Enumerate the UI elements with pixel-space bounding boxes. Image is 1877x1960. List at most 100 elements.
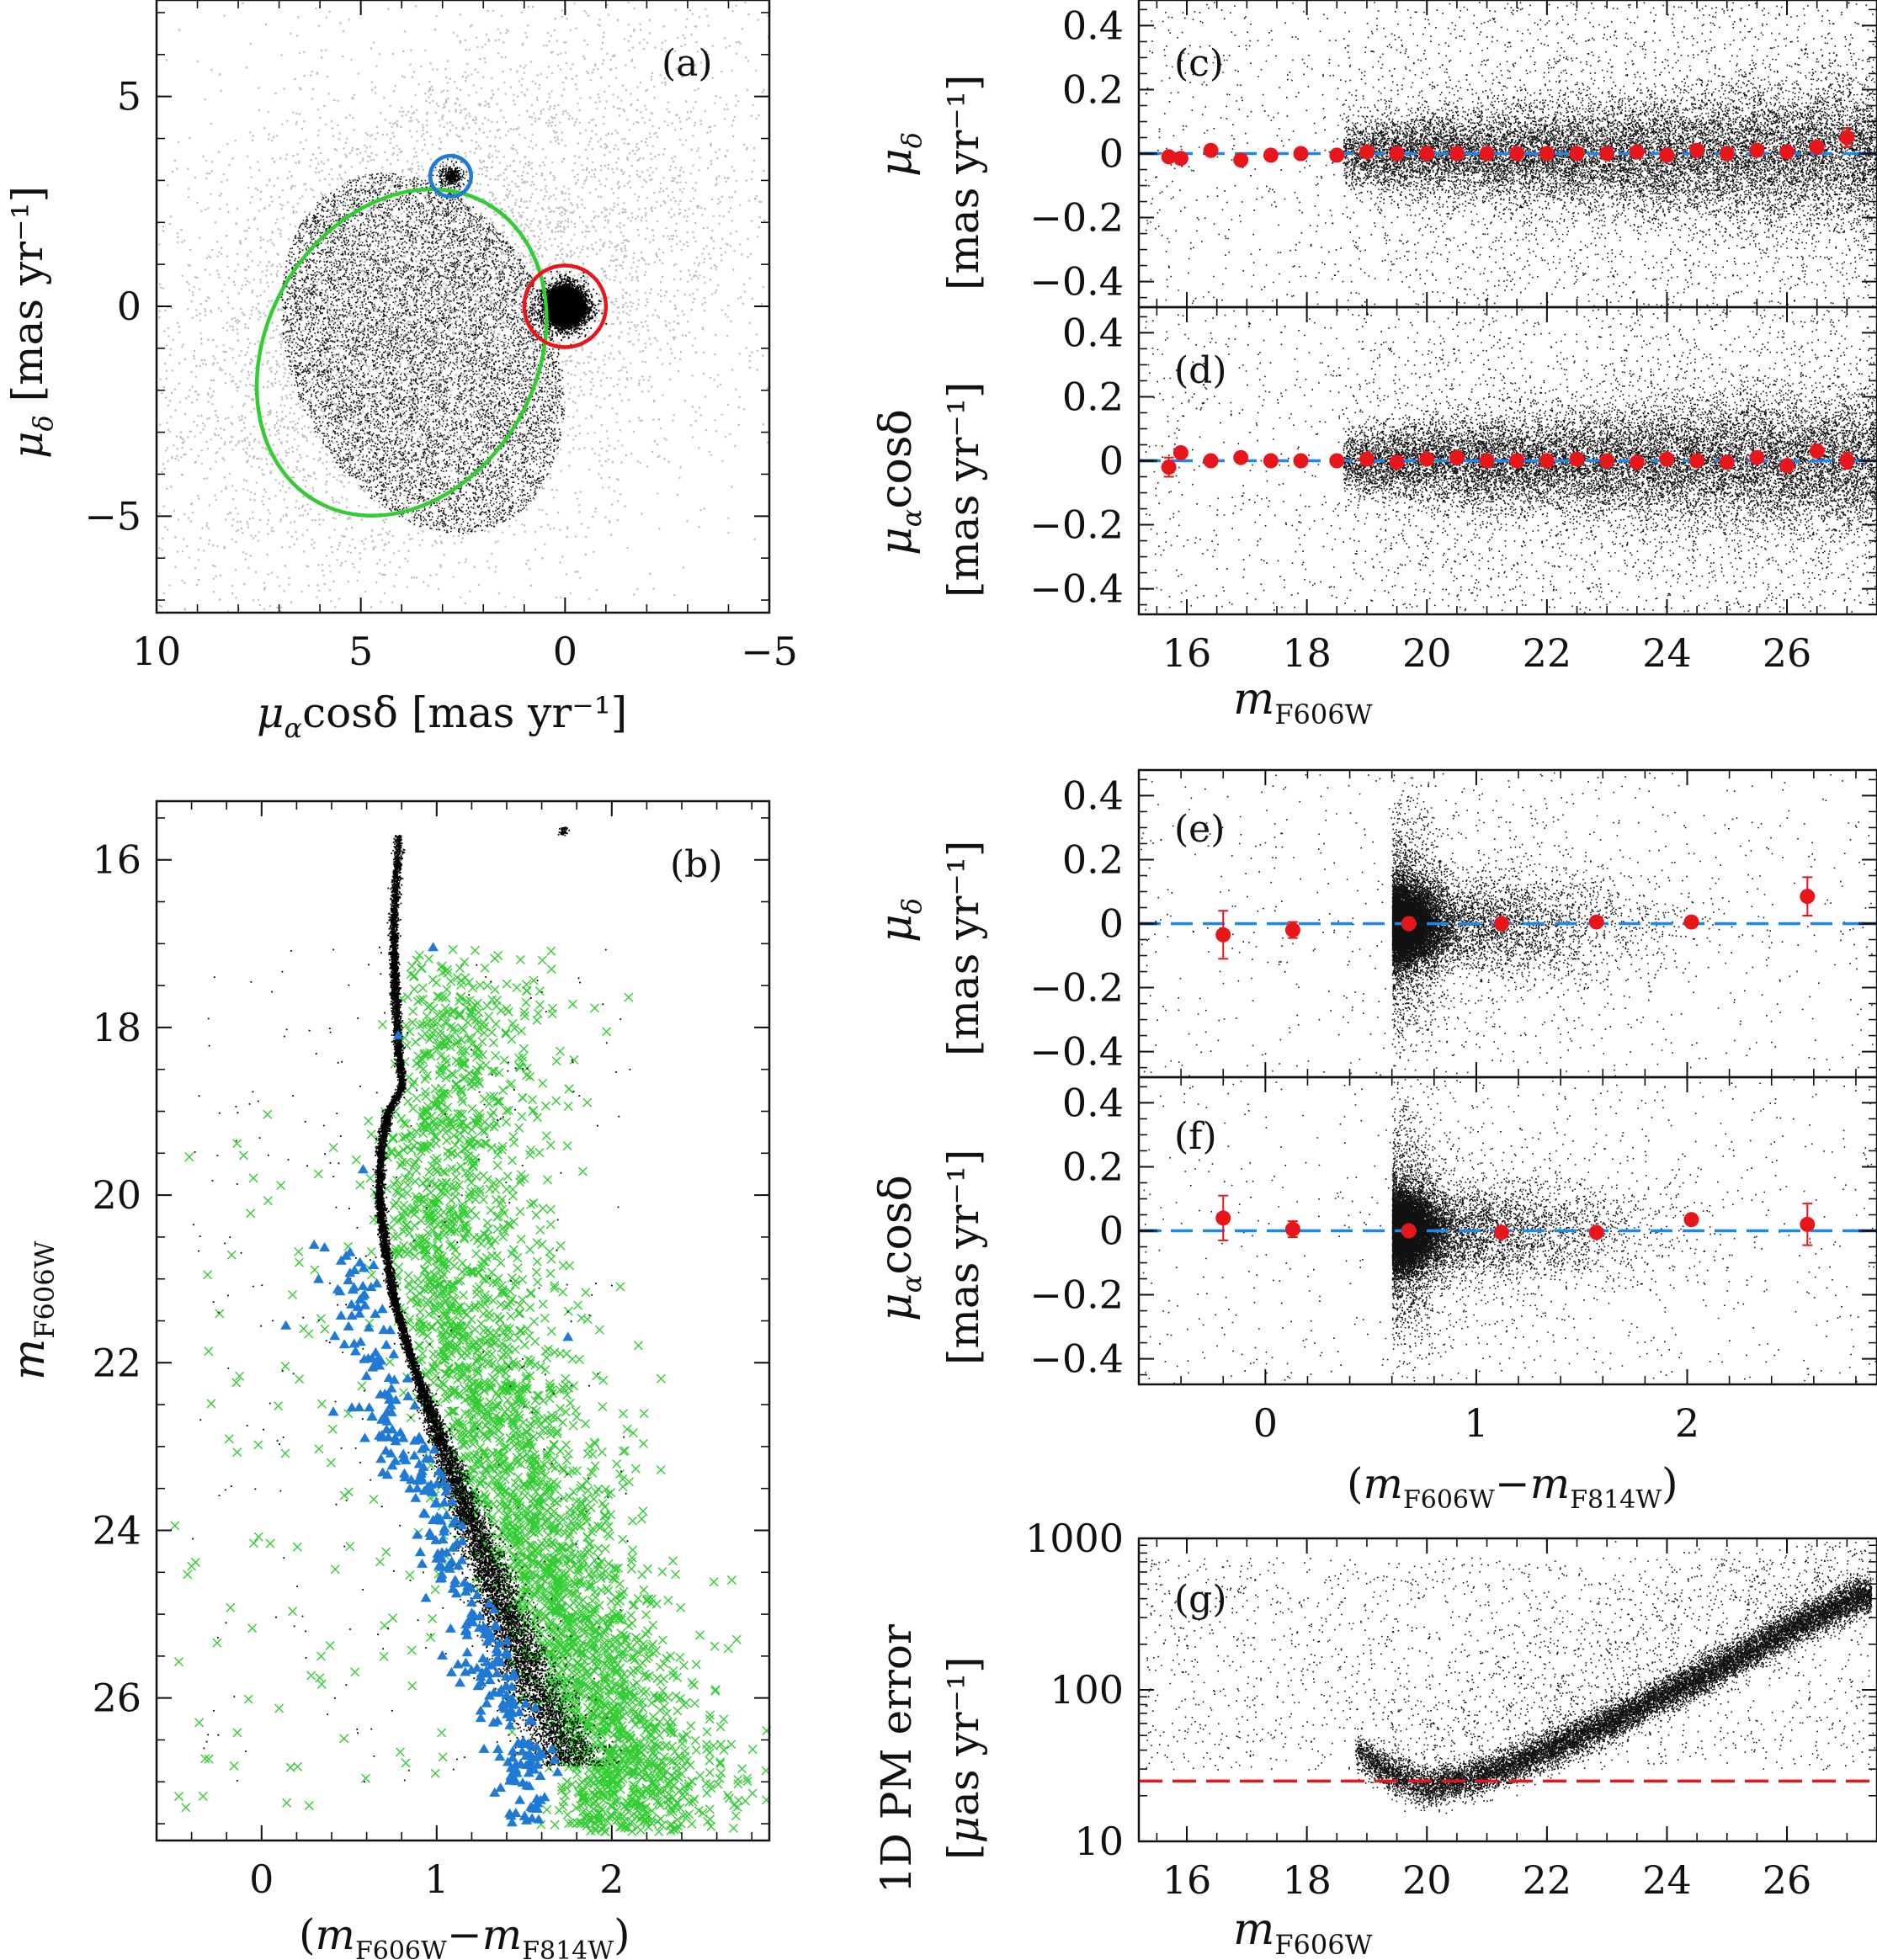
binned-mean-point bbox=[1659, 451, 1675, 467]
binned-mean-point bbox=[1509, 453, 1525, 469]
panel-g-ylabel-units: [μas yr⁻¹] bbox=[939, 1657, 988, 1860]
y-tick-label: −0.2 bbox=[1029, 965, 1124, 1011]
binned-mean-point bbox=[1161, 459, 1177, 475]
binned-mean-point bbox=[1389, 454, 1405, 470]
binned-mean-point bbox=[1203, 142, 1219, 158]
y-tick-label: 0.4 bbox=[1062, 3, 1124, 48]
binned-mean-point bbox=[1284, 922, 1300, 938]
panel-c-label: (c) bbox=[1174, 42, 1224, 85]
binned-mean-point bbox=[1233, 152, 1249, 168]
binned-mean-point bbox=[1215, 1210, 1231, 1226]
panel-f: 0 1 2 0.4 0.2 0 −0.2 −0.4 bbox=[1029, 1076, 1877, 1446]
y-tick-label: 0.2 bbox=[1062, 837, 1124, 882]
x-tick-label: 5 bbox=[348, 629, 373, 674]
x-tick-label: 24 bbox=[1642, 630, 1692, 676]
panel-b-label: (b) bbox=[670, 843, 723, 886]
panel-d-ylabel-units: [mas yr⁻¹] bbox=[939, 382, 988, 598]
x-tick-label: 24 bbox=[1642, 1857, 1692, 1903]
y-tick-label: 16 bbox=[92, 837, 141, 883]
binned-mean-point bbox=[1359, 451, 1375, 467]
y-tick-label: 0.4 bbox=[1062, 310, 1124, 355]
binned-mean-point bbox=[1569, 146, 1585, 162]
binned-mean-point bbox=[1172, 151, 1188, 167]
binned-mean-point bbox=[1233, 449, 1249, 465]
y-tick-label: 0.2 bbox=[1062, 374, 1124, 419]
x-tick-label: 22 bbox=[1523, 1857, 1572, 1903]
binned-mean-point bbox=[1599, 146, 1615, 162]
y-tick-label: 20 bbox=[92, 1172, 141, 1218]
panel-frame bbox=[1137, 1537, 1877, 1843]
binned-mean-point bbox=[1683, 914, 1699, 930]
x-tick-label: 0 bbox=[553, 629, 577, 674]
binned-mean-point bbox=[1293, 146, 1309, 162]
binned-mean-point bbox=[1479, 453, 1495, 469]
y-tick-label: 0 bbox=[1099, 1208, 1124, 1254]
panel-e-ylabel-units: [mas yr⁻¹] bbox=[939, 841, 988, 1056]
x-tick-label: 2 bbox=[1675, 1400, 1699, 1446]
binned-mean-point bbox=[1479, 146, 1495, 162]
binned-mean-point bbox=[1215, 927, 1231, 943]
panel-a-xlabel: μαcosδ [mas yr⁻¹] bbox=[257, 688, 627, 744]
binned-mean-point bbox=[1839, 453, 1855, 469]
binned-mean-point bbox=[1329, 147, 1345, 163]
panel-f-ylabel-units: [mas yr⁻¹] bbox=[939, 1150, 988, 1365]
y-tick-label: 0.2 bbox=[1062, 1144, 1124, 1189]
panel-d: 16 18 20 22 24 26 0.4 0.2 0 −0.2 −0.4 bbox=[1029, 305, 1877, 676]
x-tick-label: 1 bbox=[1464, 1400, 1488, 1446]
y-tick-label: 22 bbox=[92, 1340, 141, 1385]
binned-mean-point bbox=[1509, 146, 1525, 162]
x-tick-label: 18 bbox=[1282, 630, 1332, 676]
field-galaxy-points bbox=[280, 172, 565, 534]
binned-mean-point bbox=[1329, 453, 1345, 469]
red-selection-circle bbox=[522, 263, 609, 349]
y-tick-label: −0.4 bbox=[1029, 566, 1124, 612]
x-tick-label: 16 bbox=[1162, 1857, 1212, 1903]
binned-mean-point bbox=[1263, 147, 1279, 163]
panel-f-label: (f) bbox=[1174, 1115, 1217, 1158]
panel-b-ticks: 0 1 2 16 18 20 22 24 26 bbox=[92, 801, 769, 1902]
y-tick-label: 0 bbox=[1099, 438, 1124, 484]
panel-b-ylabel: mF606W bbox=[4, 1240, 61, 1380]
x-tick-label: 22 bbox=[1523, 630, 1572, 676]
binned-mean-point bbox=[1263, 453, 1279, 469]
binned-mean-point bbox=[1659, 147, 1675, 163]
binned-mean-point bbox=[1172, 444, 1188, 460]
binned-mean-point bbox=[1749, 449, 1765, 465]
panel-g-ylabel: 1D PM error bbox=[872, 1624, 921, 1894]
y-tick-label: 100 bbox=[1050, 1667, 1124, 1713]
y-tick-label: −0.4 bbox=[1029, 259, 1124, 305]
panel-c: 0.4 0.2 0 −0.2 −0.4 bbox=[1029, 0, 1877, 309]
y-tick-label: 0.4 bbox=[1062, 773, 1124, 818]
binned-mean-point bbox=[1588, 914, 1604, 930]
panel-a-label: (a) bbox=[662, 42, 713, 85]
binned-mean-point bbox=[1389, 146, 1405, 162]
binned-mean-point bbox=[1809, 444, 1825, 459]
x-tick-label: 0 bbox=[249, 1856, 274, 1902]
panel-f-xlabel: (mF606W−mF814W) bbox=[1347, 1459, 1678, 1515]
field-star-crosses bbox=[170, 944, 772, 1836]
binned-mean-point bbox=[1203, 453, 1219, 469]
binned-mean-point bbox=[1419, 451, 1435, 467]
green-selection-ellipse bbox=[254, 187, 549, 518]
panel-e-label: (e) bbox=[1174, 808, 1225, 851]
binned-mean-point bbox=[1719, 146, 1735, 162]
panel-b-xlabel: (mF606W−mF814W) bbox=[299, 1910, 630, 1960]
cluster-core bbox=[545, 286, 586, 327]
binned-mean-point bbox=[1683, 1212, 1699, 1228]
x-tick-label: −5 bbox=[741, 629, 798, 674]
binned-mean-point bbox=[1493, 1224, 1509, 1240]
x-tick-label: 18 bbox=[1282, 1857, 1332, 1903]
panel-a-selection-curves bbox=[254, 153, 609, 518]
y-tick-label: −0.4 bbox=[1029, 1336, 1124, 1382]
binned-mean-point bbox=[1419, 146, 1435, 162]
y-tick-label: 26 bbox=[92, 1676, 141, 1721]
panel-a-ylabel: μδ [mas yr⁻¹] bbox=[3, 186, 59, 459]
y-tick-label: 18 bbox=[92, 1005, 141, 1050]
x-tick-label: 0 bbox=[1253, 1400, 1278, 1446]
binned-mean-point bbox=[1588, 1224, 1604, 1240]
binned-mean-point bbox=[1401, 1223, 1417, 1239]
field-points-grey bbox=[158, 2, 770, 613]
binned-mean-point bbox=[1779, 144, 1795, 160]
panel-f-ylabel: μαcosδ bbox=[871, 1175, 928, 1321]
binned-mean-point bbox=[1779, 458, 1795, 474]
